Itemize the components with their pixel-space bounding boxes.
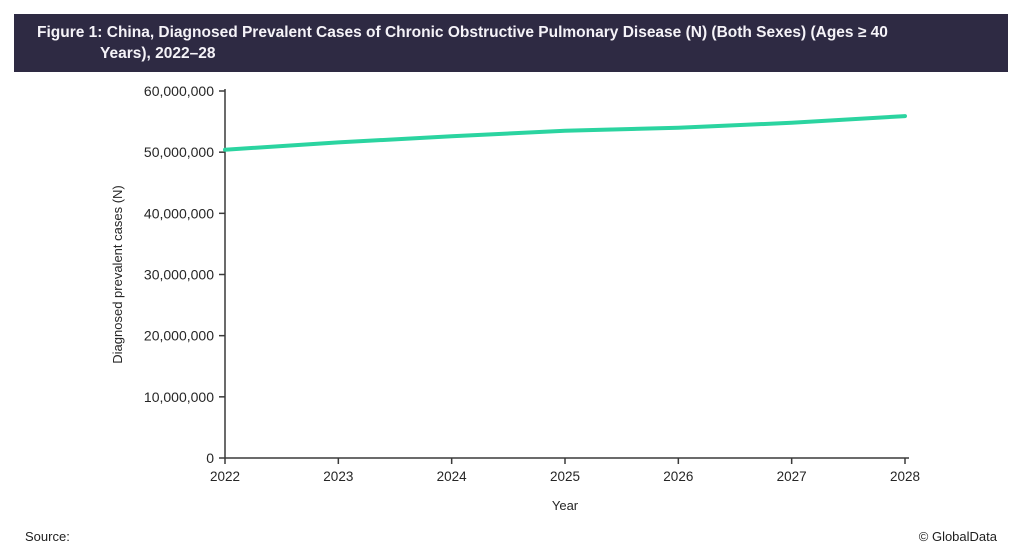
y-tick-label: 50,000,000 xyxy=(144,144,214,160)
x-tick-label: 2027 xyxy=(777,469,807,484)
source-label: Source: xyxy=(25,529,70,544)
y-tick-label: 40,000,000 xyxy=(144,205,214,221)
x-tick-label: 2028 xyxy=(890,469,920,484)
y-tick-label: 30,000,000 xyxy=(144,267,214,283)
figure-title-line-2: Years), 2022–28 xyxy=(100,45,216,62)
figure-title-bar: Figure 1: China, Diagnosed Prevalent Cas… xyxy=(14,14,1008,72)
x-tick-label: 2025 xyxy=(550,469,580,484)
globaldata-copyright: © GlobalData xyxy=(918,529,997,544)
trend-line xyxy=(223,114,907,152)
y-tick-label: 10,000,000 xyxy=(144,389,214,405)
y-tick-label: 0 xyxy=(206,450,214,466)
x-tick-label: 2026 xyxy=(663,469,693,484)
x-tick-label: 2023 xyxy=(323,469,353,484)
x-tick-label: 2022 xyxy=(210,469,240,484)
y-axis-title: Diagnosed prevalent cases (N) xyxy=(110,185,125,363)
y-tick-label: 60,000,000 xyxy=(144,83,214,99)
figure-title-line-1: Figure 1: China, Diagnosed Prevalent Cas… xyxy=(37,24,888,41)
x-axis-title: Year xyxy=(552,498,579,513)
y-tick-label: 20,000,000 xyxy=(144,328,214,344)
x-tick-label: 2024 xyxy=(437,469,468,484)
